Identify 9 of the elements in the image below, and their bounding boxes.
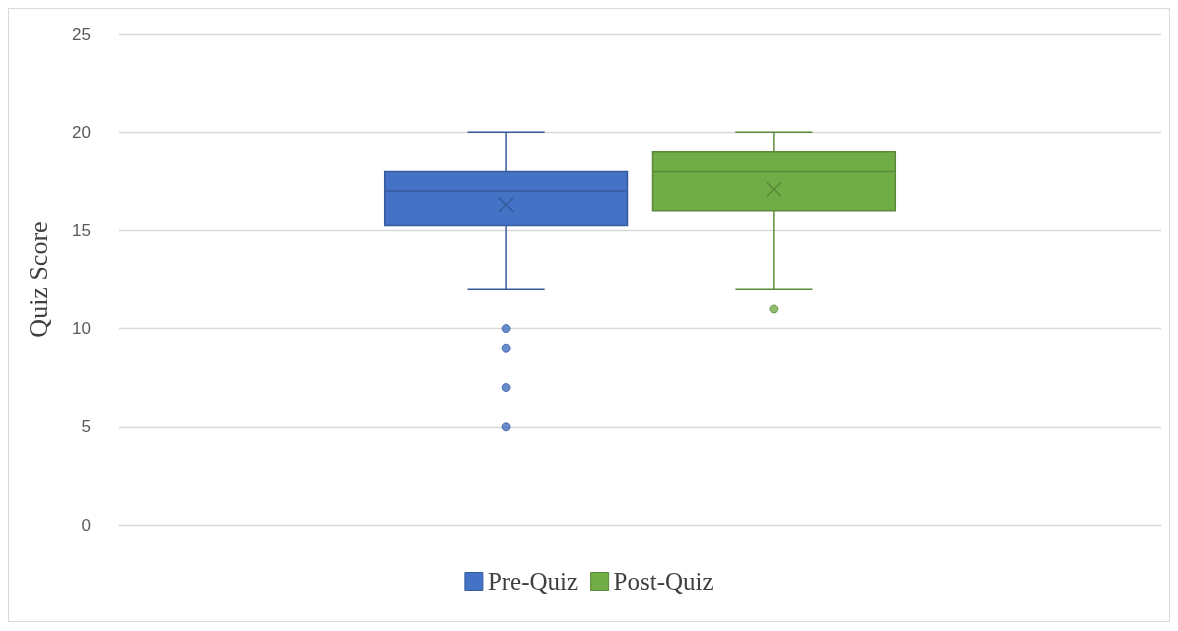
y-axis-title: Quiz Score bbox=[23, 221, 53, 338]
y-tick-label: 10 bbox=[72, 319, 91, 339]
y-tick-label: 20 bbox=[72, 122, 91, 142]
legend-label: Post-Quiz bbox=[613, 568, 714, 595]
y-tick-label: 5 bbox=[81, 417, 91, 437]
legend-label: Pre-Quiz bbox=[487, 568, 579, 595]
y-tick-label: 25 bbox=[72, 24, 91, 44]
y-tick-label: 0 bbox=[81, 515, 91, 535]
y-tick-label: 15 bbox=[72, 220, 91, 240]
